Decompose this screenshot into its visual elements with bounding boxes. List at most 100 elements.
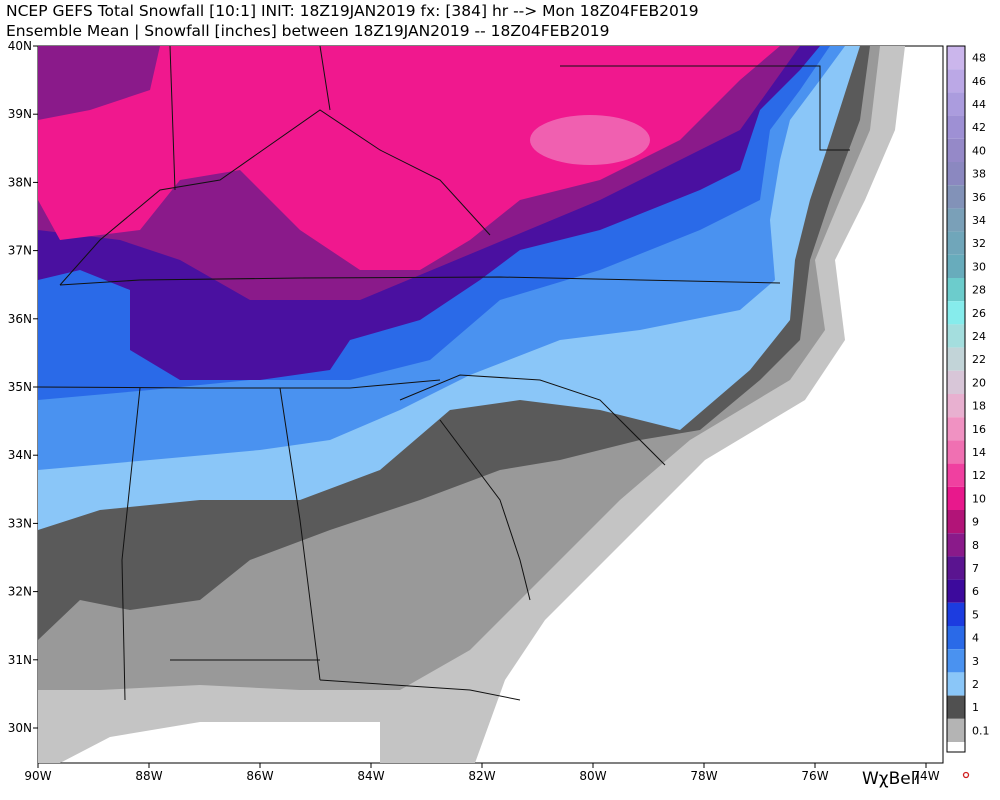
- state-border: [319, 679, 521, 701]
- lon-label: 76W: [801, 769, 828, 783]
- colorbar-swatch: [947, 46, 965, 70]
- title-line-1: NCEP GEFS Total Snowfall [10:1] INIT: 18…: [6, 2, 699, 20]
- lat-label: 30N: [8, 721, 32, 735]
- colorbar-swatch: [947, 649, 965, 673]
- lon-labels: 90W 88W 86W 84W 82W 80W 78W 76W 74W: [24, 763, 940, 783]
- colorbar-label: 2: [972, 678, 979, 691]
- colorbar-swatch: [947, 533, 965, 557]
- colorbar-label: 6: [972, 585, 979, 598]
- colorbar-label: 18: [972, 400, 986, 413]
- state-border: [169, 45, 176, 191]
- colorbar-label: 12: [972, 469, 986, 482]
- lat-label: 36N: [8, 312, 32, 326]
- colorbar-swatch: [947, 254, 965, 278]
- colorbar-label: 26: [972, 307, 986, 320]
- lat-label: 37N: [8, 244, 32, 258]
- colorbar-label: 5: [972, 608, 979, 621]
- colorbar-swatch: [947, 626, 965, 650]
- colorbar-label: 1: [972, 701, 979, 714]
- lat-label: 39N: [8, 107, 32, 121]
- colorbar-swatch: [947, 185, 965, 209]
- state-border: [560, 65, 850, 151]
- state-border: [399, 374, 666, 466]
- colorbar-label: 38: [972, 168, 986, 181]
- colorbar-swatch: [947, 718, 965, 742]
- lon-label: 80W: [579, 769, 606, 783]
- colorbar-label: 28: [972, 284, 986, 297]
- colorbar-swatch: [947, 602, 965, 626]
- colorbar-swatch: [947, 417, 965, 441]
- colorbar-label: 42: [972, 121, 986, 134]
- lon-label: 78W: [690, 769, 717, 783]
- map: [37, 45, 944, 764]
- colorbar-swatch: [947, 324, 965, 348]
- colorbar-swatch: [947, 231, 965, 255]
- lon-label: 88W: [135, 769, 162, 783]
- colorbar-swatch: [947, 463, 965, 487]
- colorbar-swatch: [947, 440, 965, 464]
- colorbar-label: 16: [972, 423, 986, 436]
- lat-label: 40N: [8, 39, 32, 53]
- lon-label: 86W: [246, 769, 273, 783]
- lat-label: 38N: [8, 175, 32, 189]
- lat-labels: 40N 39N 38N 37N 36N 35N 34N 33N 32N 31N 30N: [8, 39, 38, 735]
- lon-label: 82W: [468, 769, 495, 783]
- colorbar-swatch: [947, 347, 965, 371]
- logo-dot: [962, 771, 970, 779]
- colorbar-label: 30: [972, 260, 986, 273]
- colorbar-label: 8: [972, 539, 979, 552]
- state-border: [59, 109, 491, 286]
- colorbar-label: 7: [972, 562, 979, 575]
- colorbar-swatch: [947, 278, 965, 302]
- state-border: [279, 387, 321, 681]
- colorbar-swatch: [947, 510, 965, 534]
- title-line-2: Ensemble Mean | Snowfall [inches] betwee…: [6, 22, 610, 40]
- colorbar-label: 4: [972, 632, 979, 645]
- colorbar-swatch: [947, 92, 965, 116]
- state-border: [319, 45, 331, 111]
- lon-label: 74W: [912, 769, 939, 783]
- colorbar-swatch: [947, 69, 965, 93]
- colorbar-label: 24: [972, 330, 986, 343]
- lat-label: 31N: [8, 653, 32, 667]
- colorbar-swatch: [947, 162, 965, 186]
- lon-label: 84W: [357, 769, 384, 783]
- lat-label: 34N: [8, 448, 32, 462]
- colorbar-label: 44: [972, 98, 986, 111]
- colorbar-label: 3: [972, 655, 979, 668]
- colorbar-swatch: [947, 695, 965, 719]
- colorbar-swatch: [947, 394, 965, 418]
- state-border: [121, 387, 141, 701]
- snow-band: [38, 46, 780, 270]
- snow-band: [530, 115, 650, 165]
- colorbar-swatch: [947, 486, 965, 510]
- colorbar: 4846444240383634323028262422201816141210…: [946, 45, 990, 753]
- colorbar-frame: [946, 45, 966, 753]
- lon-label: 90W: [24, 769, 51, 783]
- colorbar-swatch: [947, 672, 965, 696]
- state-border: [439, 419, 531, 601]
- colorbar-label: 22: [972, 353, 986, 366]
- colorbar-swatch: [947, 556, 965, 580]
- colorbar-swatch: [947, 115, 965, 139]
- colorbar-label: 32: [972, 237, 986, 250]
- lat-label: 35N: [8, 380, 32, 394]
- logo: WχBell: [862, 769, 920, 789]
- state-border: [59, 276, 781, 286]
- colorbar-label: 46: [972, 75, 986, 88]
- colorbar-label: 9: [972, 516, 979, 529]
- colorbar-swatch: [947, 138, 965, 162]
- colorbar-swatch: [947, 742, 965, 752]
- colorbar-swatch: [947, 370, 965, 394]
- colorbar-label: 36: [972, 191, 986, 204]
- colorbar-label: 34: [972, 214, 986, 227]
- colorbar-label: 48: [972, 52, 986, 65]
- colorbar-swatch: [947, 579, 965, 603]
- colorbar-swatch: [947, 301, 965, 325]
- colorbar-label: 20: [972, 376, 986, 389]
- colorbar-label: 0.1: [972, 724, 990, 737]
- colorbar-label: 40: [972, 144, 986, 157]
- colorbar-swatch: [947, 208, 965, 232]
- colorbar-label: 14: [972, 446, 986, 459]
